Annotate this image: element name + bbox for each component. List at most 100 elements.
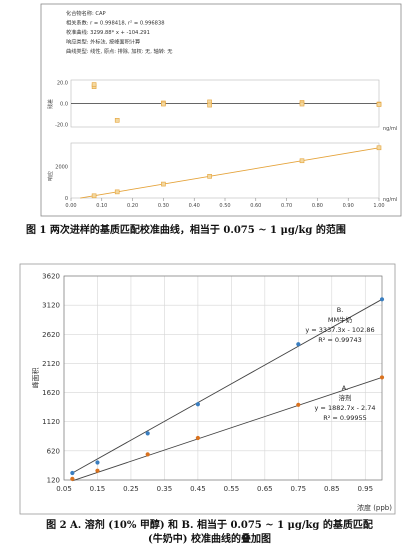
figure1-xtick-label: 0.20 xyxy=(127,203,138,209)
figure2-yticks: 120 620 1120 1620 2120 2620 3120 3620 xyxy=(42,273,60,485)
response-fit-line xyxy=(80,147,380,199)
figure1-frame xyxy=(40,3,402,217)
figure2-xtick-label: 0.15 xyxy=(90,485,106,493)
response-unit: ng/ml xyxy=(383,197,397,203)
residual-point xyxy=(299,101,305,107)
figure2-xtick-label: 0.85 xyxy=(324,485,340,493)
figure1-xtick-label: 0.70 xyxy=(281,203,292,209)
figure1-xtick-label: 0.80 xyxy=(312,203,323,209)
figure1-xtick-label: 0.40 xyxy=(189,203,200,209)
series-a-fit-line xyxy=(72,376,383,482)
series-a-point xyxy=(70,476,75,481)
residual-unit: ng/ml xyxy=(383,126,397,132)
residual-points xyxy=(91,82,382,123)
figure2-ytick-label: 120 xyxy=(47,477,60,485)
series-a-point xyxy=(145,452,150,457)
residual-point xyxy=(376,102,382,107)
residual-point xyxy=(161,101,166,107)
series-a-label: R² = 0.99955 xyxy=(323,414,367,422)
series-b-point xyxy=(296,342,301,347)
series-b-fit-line xyxy=(72,298,383,474)
response-ytick-label: 2000 xyxy=(55,165,68,171)
figure2-ytick-label: 3620 xyxy=(42,273,60,281)
response-point xyxy=(207,173,212,179)
figure1-xticks: 0.00 0.10 0.20 0.30 0.40 0.50 0.60 0.70 0.80 0.90… xyxy=(65,198,385,209)
figure2-frame xyxy=(19,263,396,515)
series-a-label: y = 1882.7x - 2.74 xyxy=(315,404,376,412)
series-a-point xyxy=(296,402,301,407)
figure1-xtick-label: 0.90 xyxy=(343,203,354,209)
figure2-xtick-label: 0.45 xyxy=(190,485,206,493)
residual-point xyxy=(114,118,120,123)
figure2-xticks: 0.05 0.15 0.25 0.35 0.45 0.55 0.65 0.75 0.85 0.95 xyxy=(56,485,373,493)
series-b-point xyxy=(145,431,150,436)
figure2-xtick-label: 0.25 xyxy=(123,485,139,493)
figure2-series xyxy=(70,297,385,482)
series-a-point xyxy=(379,375,385,380)
figure1-xtick-label: 0.60 xyxy=(250,203,261,209)
figure2-plot-area xyxy=(63,275,383,481)
response-point xyxy=(91,193,97,199)
residual-ytick-label: 0.0 xyxy=(60,102,68,108)
figure1-xtick-label: 1.00 xyxy=(373,203,384,209)
response-point xyxy=(161,181,166,187)
info-line: 响应类型: 外标法, 按峰面积计算 xyxy=(66,38,140,46)
figure2-xtick-label: 0.65 xyxy=(257,485,273,493)
series-a-label: 溶剂 xyxy=(339,393,352,402)
figure1-xtick-label: 0.00 xyxy=(65,203,76,209)
figure1-chart: 化合物名称: CAP 相关系数: r = 0.998418, r² = 0.996… xyxy=(40,3,402,217)
figure2-caption-line1: 图 2 A. 溶剂 (10% 甲醇) 和 B. 相当于 0.075 ~ 1 μg… xyxy=(46,520,373,531)
figure1-info-block: 化合物名称: CAP 相关系数: r = 0.998418, r² = 0.996… xyxy=(66,9,172,55)
series-b-point xyxy=(379,297,385,302)
response-yticks: 2000 0 xyxy=(55,165,68,202)
figure2-ytick-label: 2120 xyxy=(42,360,60,368)
series-a-point xyxy=(95,468,100,473)
series-b-label: y = 3337.3x - 102.86 xyxy=(305,326,374,334)
series-b-label: MM牛奶 xyxy=(328,315,353,324)
figure2-xtick-label: 0.05 xyxy=(56,485,72,493)
series-a-point xyxy=(195,435,200,441)
figure2-ylabel: 峰面积 xyxy=(31,368,40,389)
series-b-label: B. xyxy=(337,306,344,314)
figure2-ytick-label: 1120 xyxy=(42,418,60,426)
info-line: 校准曲线: 3299.88* x + -104.291 xyxy=(66,28,150,36)
response-series xyxy=(80,145,382,199)
info-line: 化合物名称: CAP xyxy=(66,9,106,17)
figure1-xtick-label: 0.50 xyxy=(219,203,230,209)
figure2-xtick-label: 0.75 xyxy=(291,485,307,493)
figure2-xtick-label: 0.95 xyxy=(357,485,373,493)
response-ytick-label: 0 xyxy=(65,196,68,202)
figure2-caption: 图 2 A. 溶剂 (10% 甲醇) 和 B. 相当于 0.075 ~ 1 μg… xyxy=(0,519,419,547)
figure2-ytick-label: 3120 xyxy=(42,302,60,310)
response-point xyxy=(299,158,305,164)
figure2-ytick-label: 2620 xyxy=(42,331,60,339)
figure1-caption: 图 1 两次进样的基质匹配校准曲线，相当于 0.075 ~ 1 μg/kg 的范… xyxy=(26,225,346,236)
response-ylabel: 响应 xyxy=(47,171,54,181)
residual-yticks: 20.0 0.0 -20.0 xyxy=(55,81,68,129)
residual-ytick-label: -20.0 xyxy=(55,123,68,129)
info-line: 曲线类型: 线性, 原点: 排除, 加权: 无, 轴转: 无 xyxy=(66,47,172,55)
residual-ytick-label: 20.0 xyxy=(57,81,68,87)
series-b-point xyxy=(70,470,75,476)
figure1-xtick-label: 0.10 xyxy=(96,203,107,209)
series-a-label: A. xyxy=(342,384,348,392)
residual-point xyxy=(207,102,212,108)
figure2-xtick-label: 0.55 xyxy=(224,485,240,493)
figure2-ytick-label: 1620 xyxy=(42,389,60,397)
response-point xyxy=(376,145,382,151)
series-b-point xyxy=(195,402,200,407)
series-b-point xyxy=(95,460,100,465)
series-b-label: R² = 0.99743 xyxy=(318,336,362,344)
residual-point xyxy=(91,82,97,87)
info-line: 相关系数: r = 0.998418, r² = 0.996838 xyxy=(66,19,165,27)
series-b-annotation: B.MM牛奶 y = 3337.3x - 102.86 R² = 0.99743 xyxy=(305,306,374,344)
series-a-annotation: A.溶剂 y = 1882.7x - 2.74 R² = 0.99955 xyxy=(315,384,376,422)
figure2-caption-line2: (牛奶中) 校准曲线的叠加图 xyxy=(148,534,271,545)
figure2-ytick-label: 620 xyxy=(47,447,60,455)
response-point xyxy=(114,189,120,195)
figure2-xlabel: 浓度 (ppb) xyxy=(357,503,392,512)
figure1-xtick-label: 0.30 xyxy=(158,203,169,209)
figure2-xtick-label: 0.35 xyxy=(157,485,173,493)
residual-ylabel: 残差 xyxy=(47,99,54,109)
